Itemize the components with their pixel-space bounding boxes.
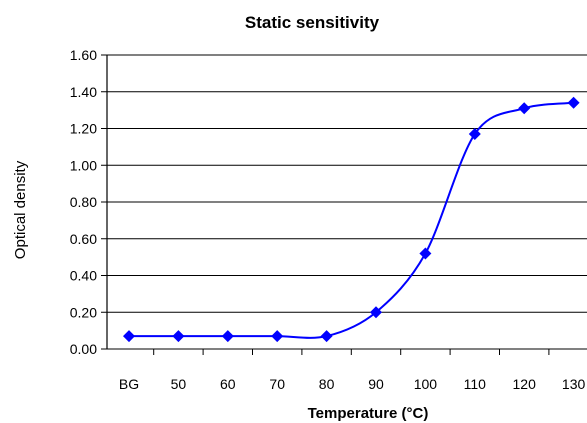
x-tick-label: 120 (513, 376, 537, 392)
grid (101, 54, 587, 350)
x-tick-label: 130 (562, 376, 586, 392)
data-point-120 (518, 102, 531, 115)
y-tick-label: 1.00 (70, 157, 97, 173)
x-tick-label: 60 (220, 376, 236, 392)
y-axis-label: Optical density (12, 160, 29, 259)
x-tick-labels: BG 50 60 70 80 90 100 110 120 130 (119, 349, 586, 392)
data-markers (123, 96, 580, 343)
chart-title: Static sensitivity (245, 13, 380, 32)
y-tick-label: 1.40 (70, 84, 97, 100)
x-tick-label: BG (119, 376, 139, 392)
y-tick-labels: 0.00 0.20 0.40 0.60 0.80 1.00 1.20 1.40 1.60 (70, 47, 97, 357)
y-tick-label: 0.00 (70, 341, 97, 357)
data-point-80 (320, 330, 333, 343)
series-line (129, 101, 574, 339)
x-tick-label: 100 (414, 376, 438, 392)
y-tick-label: 1.20 (70, 121, 97, 137)
y-tick-label: 0.40 (70, 268, 97, 284)
data-point-110 (468, 128, 481, 141)
x-tick-label: 50 (171, 376, 187, 392)
x-tick-label: 80 (319, 376, 335, 392)
data-point-100 (419, 247, 432, 260)
data-point-130 (567, 96, 580, 109)
y-tick-label: 0.20 (70, 304, 97, 320)
y-tick-label: 0.80 (70, 194, 97, 210)
y-tick-label: 1.60 (70, 47, 97, 63)
data-point-60 (221, 330, 234, 343)
x-tick-label: 70 (269, 376, 285, 392)
x-axis-label: Temperature (°C) (308, 405, 429, 422)
data-point-70 (271, 330, 284, 343)
y-tick-label: 0.60 (70, 231, 97, 247)
x-tick-label: 110 (464, 376, 487, 392)
x-tick-label: 90 (368, 376, 384, 392)
data-point-90 (370, 306, 382, 319)
data-point-bg (123, 330, 135, 343)
data-point-50 (172, 330, 185, 343)
